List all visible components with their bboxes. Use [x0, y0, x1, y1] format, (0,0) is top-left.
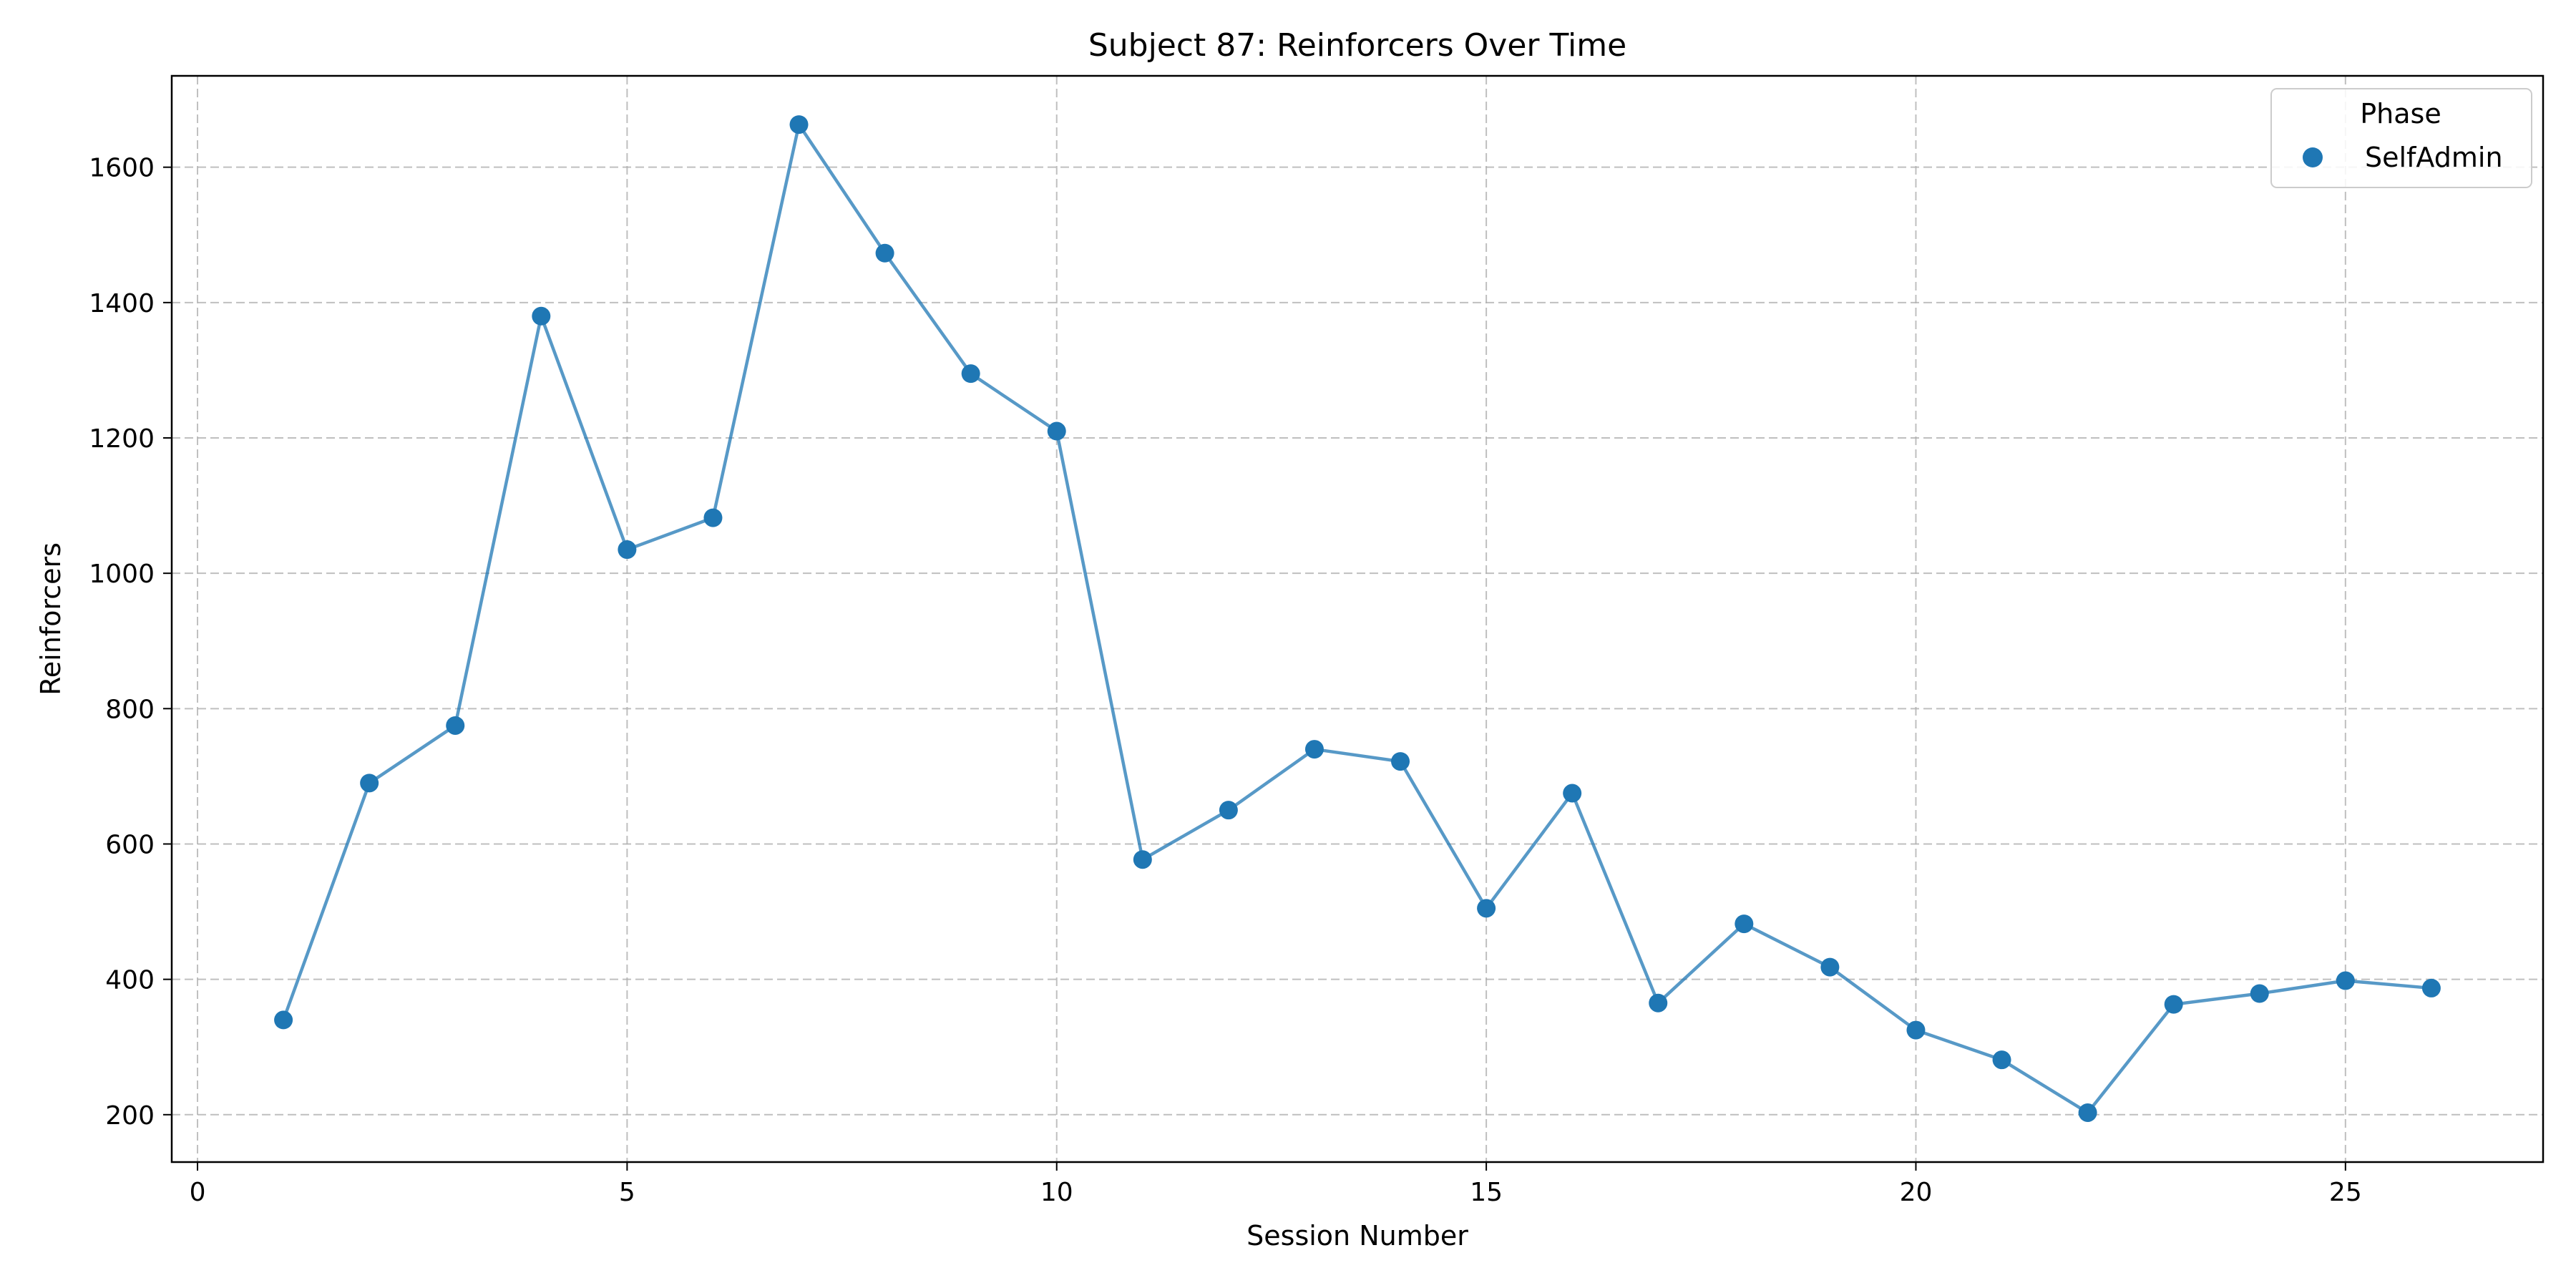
data-point: [1820, 958, 1839, 977]
legend-marker-selfadmin: [2303, 147, 2323, 167]
data-point: [1906, 1021, 1925, 1040]
y-tick-label: 1400: [89, 289, 155, 318]
x-tick-label: 5: [619, 1178, 635, 1207]
legend: Phase SelfAdmin: [2271, 89, 2532, 187]
data-point: [360, 774, 379, 792]
axis-ticks: 0 5 10 15 20 25 200 400 600 800 1000 1200 1400 1600: [89, 154, 2361, 1207]
y-tick-label: 1200: [89, 424, 155, 454]
x-tick-label: 15: [1470, 1178, 1503, 1207]
x-tick-label: 0: [190, 1178, 206, 1207]
chart-title: Subject 87: Reinforcers Over Time: [1088, 27, 1626, 64]
data-point: [2250, 984, 2269, 1002]
data-point: [790, 115, 809, 134]
y-tick-label: 1600: [89, 154, 155, 183]
data-point: [876, 244, 894, 263]
y-tick-label: 200: [105, 1101, 155, 1131]
x-tick-label: 20: [1900, 1178, 1933, 1207]
data-point: [1048, 422, 1066, 441]
data-point: [532, 307, 550, 326]
data-point: [1735, 914, 1753, 933]
grid-lines: [172, 76, 2543, 1162]
data-point: [962, 364, 980, 383]
data-point: [1133, 850, 1152, 869]
y-tick-label: 800: [105, 695, 155, 724]
data-point: [2422, 979, 2441, 997]
data-point: [446, 716, 464, 735]
y-tick-label: 600: [105, 830, 155, 859]
y-tick-label: 400: [105, 966, 155, 995]
x-tick-label: 10: [1040, 1178, 1073, 1207]
y-tick-label: 1000: [89, 560, 155, 589]
legend-title: Phase: [2360, 98, 2441, 130]
data-point: [618, 540, 636, 559]
series-layer: [274, 115, 2441, 1122]
data-point: [1563, 784, 1581, 803]
data-point: [1993, 1050, 2011, 1069]
data-point: [1305, 740, 1324, 758]
plot-frame: [172, 76, 2543, 1162]
data-point: [1391, 752, 1410, 771]
data-point: [1477, 899, 1496, 917]
x-axis-label: Session Number: [1246, 1220, 1468, 1252]
data-point: [2336, 972, 2355, 990]
data-point: [2165, 995, 2183, 1014]
data-point: [1219, 801, 1238, 819]
data-point: [2079, 1103, 2097, 1122]
data-point: [1649, 994, 1667, 1013]
data-point: [703, 509, 722, 527]
legend-label-selfadmin: SelfAdmin: [2365, 142, 2503, 173]
series-line-selfadmin: [283, 125, 2431, 1113]
y-axis-label: Reinforcers: [35, 542, 67, 696]
x-tick-label: 25: [2329, 1178, 2362, 1207]
data-point: [274, 1010, 293, 1029]
